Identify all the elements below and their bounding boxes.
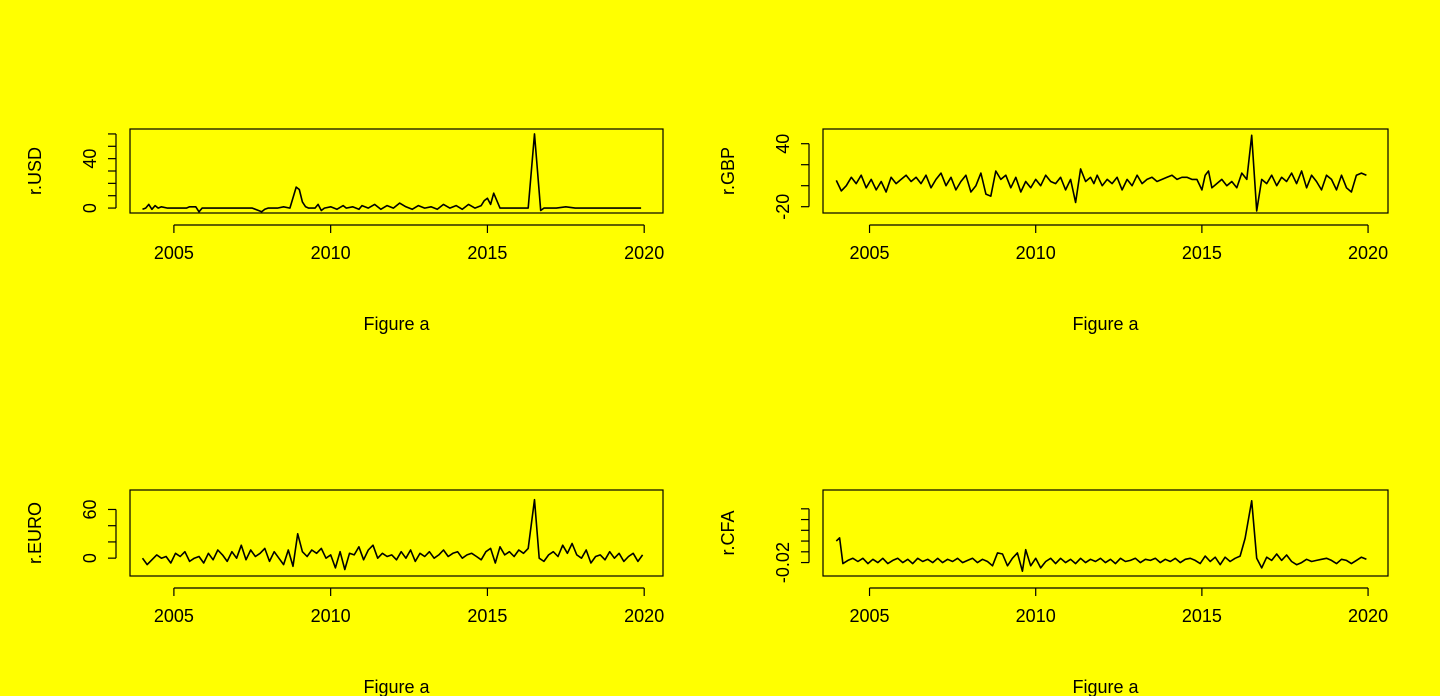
x-tick-label: 2020 <box>1348 606 1388 626</box>
x-tick-label: 2015 <box>1182 606 1222 626</box>
y-tick-label: -20 <box>773 194 793 220</box>
y-tick-label: 0 <box>80 203 100 213</box>
panel-gbp: 2005 2010 2015 2020 -20 40 r.GBP Figure a <box>718 128 1389 334</box>
panel-cfa: 2005 2010 2015 2020 -0.02 r.CFA Figure a <box>718 489 1389 696</box>
x-tick-label: 2020 <box>624 606 664 626</box>
series-line <box>835 499 1367 573</box>
series-line <box>142 133 642 213</box>
y-axis-label: r.GBP <box>718 147 738 195</box>
plot-frame <box>129 489 664 577</box>
x-tick-label: 2010 <box>1016 243 1056 263</box>
x-axis-label: Figure a <box>363 314 430 334</box>
y-axis-label: r.USD <box>25 147 45 195</box>
x-tick-label: 2010 <box>311 243 351 263</box>
series-line <box>141 498 644 571</box>
x-tick-label: 2015 <box>467 606 507 626</box>
panel-euro: 2005 2010 2015 2020 0 60 r.EURO Figure a <box>25 489 664 696</box>
plot-frame <box>822 489 1389 577</box>
x-tick-label: 2010 <box>311 606 351 626</box>
y-tick-label: -0.02 <box>773 542 793 583</box>
x-tick-label: 2005 <box>154 606 194 626</box>
x-axis-label: Figure a <box>363 677 430 696</box>
x-tick-label: 2015 <box>1182 243 1222 263</box>
x-tick-label: 2005 <box>850 606 890 626</box>
series-line <box>835 134 1367 212</box>
plot-frame <box>822 128 1389 214</box>
x-tick-label: 2005 <box>850 243 890 263</box>
x-axis-label: Figure a <box>1072 677 1139 696</box>
plot-frame <box>129 128 664 214</box>
y-tick-label: 40 <box>80 149 100 169</box>
x-tick-label: 2020 <box>1348 243 1388 263</box>
x-tick-label: 2015 <box>467 243 507 263</box>
y-tick-label: 0 <box>80 553 100 563</box>
y-tick-label: 60 <box>80 499 100 519</box>
x-tick-label: 2005 <box>154 243 194 263</box>
y-tick-label: 40 <box>773 134 793 154</box>
x-tick-label: 2010 <box>1016 606 1056 626</box>
x-axis-label: Figure a <box>1072 314 1139 334</box>
y-axis-label: r.CFA <box>718 510 738 555</box>
panel-usd: 2005 2010 2015 2020 0 40 r.USD Figure a <box>25 128 664 334</box>
x-tick-label: 2020 <box>624 243 664 263</box>
y-axis-label: r.EURO <box>25 502 45 564</box>
